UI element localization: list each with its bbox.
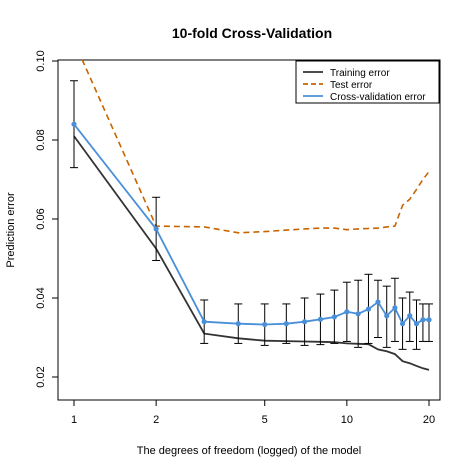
- cross-validation-error-point: [235, 321, 241, 327]
- y-tick-label: 0.04: [35, 287, 47, 308]
- x-tick-label: 20: [423, 414, 435, 426]
- cross-validation-error-point: [344, 309, 350, 315]
- cross-validation-error-point: [201, 319, 207, 325]
- series-layer: [70, 60, 433, 371]
- error-bar: [425, 303, 433, 342]
- x-tick-label: 2: [153, 414, 159, 426]
- y-axis: 0.02 0.04 0.06 0.08 0.10: [35, 50, 58, 388]
- legend-item: Cross-validation error: [303, 92, 426, 103]
- cross-validation-error-point: [407, 313, 413, 319]
- cross-validation-error-point: [420, 317, 426, 323]
- cross-validation-error-point: [413, 321, 420, 327]
- training-error-line: [73, 135, 430, 371]
- cross-validation-error-point: [153, 226, 159, 232]
- y-tick-label: 0.08: [35, 129, 47, 150]
- legend-label: Cross-validation error: [330, 92, 426, 103]
- legend-item: Test error: [303, 80, 373, 91]
- cross-validation-error-point: [365, 306, 372, 312]
- cross-validation-error-point: [384, 313, 390, 319]
- cross-validation-error-point: [262, 321, 268, 328]
- x-tick-label: 1: [71, 414, 77, 426]
- x-axis: 1 2 5 10 20: [71, 400, 435, 426]
- chart-title: 10-fold Cross-Validation: [172, 25, 332, 41]
- error-bar: [373, 279, 382, 338]
- cross-validation-error-point: [331, 314, 337, 320]
- plot-frame: [57, 59, 441, 401]
- y-tick-label: 0.02: [35, 366, 47, 387]
- cross-validation-error-point: [426, 317, 432, 323]
- cross-validation-error-point: [375, 299, 381, 305]
- y-tick-label: 0.06: [35, 208, 47, 229]
- cross-validation-error-point: [399, 321, 406, 327]
- cross-validation-error-point: [355, 311, 361, 317]
- x-tick-label: 5: [262, 414, 268, 426]
- y-tick-label: 0.10: [35, 50, 47, 71]
- cross-validation-error-point: [392, 305, 398, 311]
- legend-item: Training error: [303, 68, 390, 79]
- cross-validation-error-point: [71, 121, 77, 127]
- test-error-line: [81, 60, 430, 234]
- cross-validation-error-point: [317, 316, 324, 322]
- x-tick-label: 10: [341, 414, 353, 426]
- cross-validation-error-point: [301, 319, 308, 325]
- cross-validation-error-point: [283, 321, 289, 327]
- legend-label: Test error: [330, 80, 373, 91]
- x-axis-label: The degrees of freedom (logged) of the m…: [137, 445, 361, 457]
- legend-label: Training error: [330, 68, 390, 79]
- y-axis-label: Prediction error: [5, 192, 17, 268]
